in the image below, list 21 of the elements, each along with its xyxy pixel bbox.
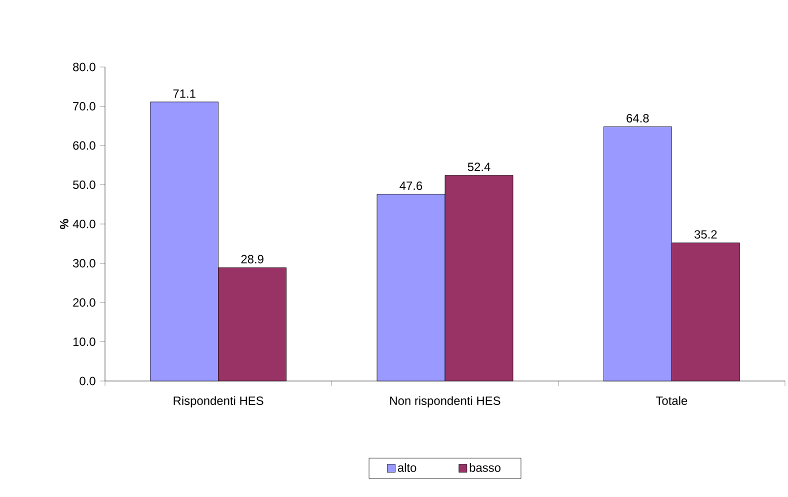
data-label: 64.8 [626, 114, 649, 122]
data-label: 47.6 [400, 182, 422, 190]
data-label: 35.2 [694, 230, 717, 239]
legend-label: basso [470, 463, 500, 472]
y-tick-label: 10.0 [73, 338, 96, 346]
y-tick-label: 50.0 [73, 180, 96, 189]
y-tick-label: 40.0 [72, 220, 96, 228]
y-axis-title: % [60, 219, 68, 230]
x-tick-label: Non rispondenti HES [390, 396, 500, 408]
data-label: 28.9 [241, 254, 264, 264]
legend-label: alto [398, 463, 416, 472]
y-tick-label: 0.0 [80, 376, 96, 386]
y-tick-label: 30.0 [73, 259, 96, 268]
data-label: 71.1 [173, 90, 196, 98]
y-tick-label: 80.0 [73, 62, 96, 72]
y-tick-label: 60.0 [73, 141, 96, 150]
y-tick-label: 20.0 [73, 298, 96, 307]
data-label: 52.4 [468, 162, 490, 172]
x-tick-label: Rispondenti HES [174, 396, 264, 408]
y-tick-label: 70.0 [73, 102, 96, 110]
x-tick-label: Totale [656, 396, 688, 405]
